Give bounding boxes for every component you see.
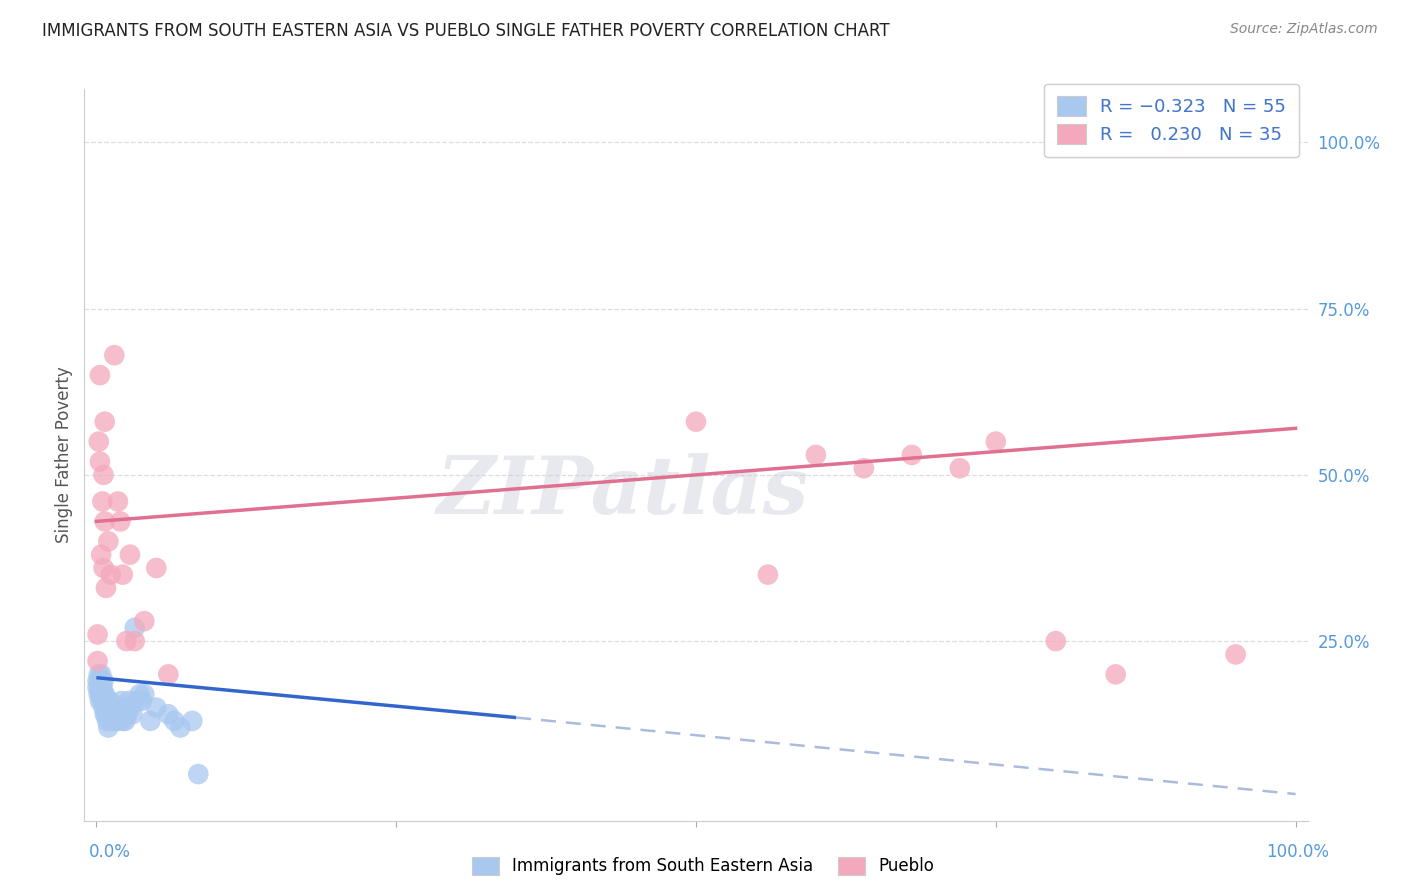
Point <box>181 714 204 728</box>
Legend: R = −0.323   N = 55, R =   0.230   N = 35: R = −0.323 N = 55, R = 0.230 N = 35 <box>1045 84 1299 157</box>
Point <box>93 700 115 714</box>
Point <box>107 494 129 508</box>
Point <box>90 548 112 562</box>
Point <box>94 687 117 701</box>
Point <box>163 714 186 728</box>
Point <box>94 707 117 722</box>
Point <box>111 567 134 582</box>
Point <box>90 667 112 681</box>
Point <box>91 681 114 695</box>
Point <box>756 567 779 582</box>
Point <box>852 461 875 475</box>
Point <box>114 714 136 728</box>
Point <box>93 467 115 482</box>
Point <box>103 714 125 728</box>
Point <box>187 767 209 781</box>
Point <box>901 448 924 462</box>
Point <box>93 673 115 688</box>
Point <box>139 714 162 728</box>
Point <box>115 634 138 648</box>
Point <box>1045 634 1067 648</box>
Point <box>134 687 156 701</box>
Point <box>96 714 118 728</box>
Legend: Immigrants from South Eastern Asia, Pueblo: Immigrants from South Eastern Asia, Pueb… <box>464 848 942 884</box>
Point <box>97 721 120 735</box>
Point <box>104 700 127 714</box>
Point <box>157 667 180 681</box>
Point <box>89 694 111 708</box>
Point <box>97 534 120 549</box>
Point <box>1105 667 1128 681</box>
Point <box>111 714 134 728</box>
Point <box>91 673 114 688</box>
Point <box>124 634 146 648</box>
Point <box>124 621 146 635</box>
Point <box>121 707 143 722</box>
Point <box>94 707 117 722</box>
Point <box>115 700 138 714</box>
Point <box>118 700 141 714</box>
Point <box>134 614 156 628</box>
Point <box>110 694 132 708</box>
Point <box>86 627 108 641</box>
Point <box>145 700 167 714</box>
Point <box>86 654 108 668</box>
Point <box>87 434 110 449</box>
Point <box>89 681 111 695</box>
Point <box>169 721 191 735</box>
Point <box>86 681 108 695</box>
Point <box>685 415 707 429</box>
Point <box>117 707 139 722</box>
Point <box>105 707 128 722</box>
Point <box>118 694 141 708</box>
Point <box>110 515 132 529</box>
Point <box>131 694 153 708</box>
Point <box>94 415 117 429</box>
Point <box>89 454 111 468</box>
Point <box>98 707 121 722</box>
Point <box>107 714 129 728</box>
Text: Source: ZipAtlas.com: Source: ZipAtlas.com <box>1230 22 1378 37</box>
Point <box>87 667 110 681</box>
Point <box>93 687 115 701</box>
Point <box>91 494 114 508</box>
Point <box>145 561 167 575</box>
Point <box>91 694 114 708</box>
Point <box>110 707 132 722</box>
Point <box>97 700 120 714</box>
Point <box>127 694 149 708</box>
Point <box>1164 136 1187 150</box>
Point <box>96 694 118 708</box>
Text: 0.0%: 0.0% <box>89 843 131 861</box>
Point <box>101 707 124 722</box>
Point <box>94 694 117 708</box>
Point <box>103 348 125 362</box>
Point <box>112 707 135 722</box>
Point <box>1225 648 1247 662</box>
Point <box>804 448 827 462</box>
Y-axis label: Single Father Poverty: Single Father Poverty <box>55 367 73 543</box>
Point <box>86 673 108 688</box>
Point <box>93 561 115 575</box>
Point <box>157 707 180 722</box>
Point <box>90 687 112 701</box>
Point <box>118 548 141 562</box>
Point <box>128 687 150 701</box>
Text: IMMIGRANTS FROM SOUTH EASTERN ASIA VS PUEBLO SINGLE FATHER POVERTY CORRELATION C: IMMIGRANTS FROM SOUTH EASTERN ASIA VS PU… <box>42 22 890 40</box>
Point <box>108 700 131 714</box>
Point <box>984 434 1007 449</box>
Point <box>87 687 110 701</box>
Point <box>98 694 121 708</box>
Point <box>100 714 122 728</box>
Point <box>89 368 111 383</box>
Text: ZIPatlas: ZIPatlas <box>436 453 808 530</box>
Point <box>89 673 111 688</box>
Point <box>101 700 124 714</box>
Point <box>100 567 122 582</box>
Text: 100.0%: 100.0% <box>1265 843 1329 861</box>
Point <box>949 461 972 475</box>
Point <box>94 515 117 529</box>
Point <box>94 581 117 595</box>
